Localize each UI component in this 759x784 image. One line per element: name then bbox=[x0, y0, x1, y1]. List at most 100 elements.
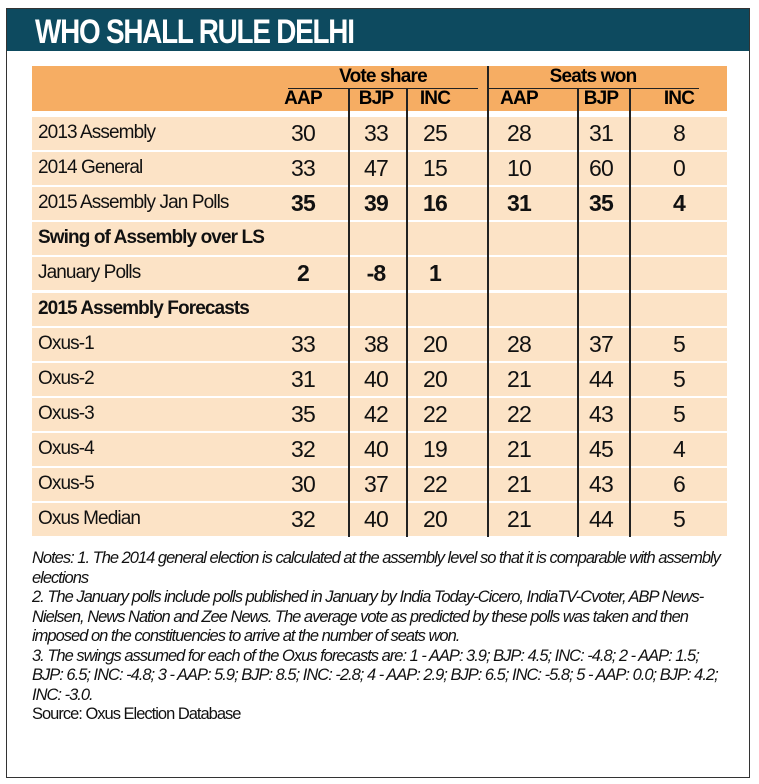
table-row: Oxus-3 35 42 22 22 43 5 bbox=[32, 397, 727, 431]
cell-value: 10 bbox=[507, 155, 532, 182]
row-label: Oxus-3 bbox=[38, 402, 95, 424]
cell-value: 37 bbox=[589, 330, 614, 357]
note-2: 2. The January polls include polls publi… bbox=[32, 588, 704, 645]
row-label: Swing of Assembly over LS bbox=[38, 227, 265, 249]
cell-value: 25 bbox=[423, 120, 448, 146]
row-label: Oxus-4 bbox=[38, 437, 95, 459]
column-header-inc: INC bbox=[663, 88, 695, 109]
cell-value: 5 bbox=[673, 330, 686, 357]
column-divider bbox=[577, 88, 579, 537]
page-title: WHO SHALL RULE DELHI bbox=[35, 13, 355, 51]
table-row: Oxus Median 32 40 20 21 44 5 bbox=[32, 503, 727, 537]
cell-value: 44 bbox=[589, 365, 614, 392]
cell-value: 5 bbox=[673, 400, 686, 427]
cell-value: 43 bbox=[589, 400, 614, 427]
cell-value: 33 bbox=[291, 330, 316, 357]
cell-value: 16 bbox=[423, 190, 448, 217]
row-label: Oxus-2 bbox=[38, 367, 95, 389]
cell-value: 47 bbox=[364, 155, 389, 182]
table-row: January Polls 2 -8 1 bbox=[32, 257, 727, 291]
row-label: 2014 General bbox=[38, 157, 143, 179]
row-label: 2015 Assembly Forecasts bbox=[38, 297, 250, 319]
cell-value: 42 bbox=[364, 400, 389, 427]
cell-value: 0 bbox=[673, 155, 686, 182]
cell-value: 8 bbox=[673, 120, 686, 146]
infographic-frame bbox=[6, 8, 750, 778]
source: Source: Oxus Election Database bbox=[32, 705, 241, 723]
table-row: Oxus-4 32 40 19 21 45 4 bbox=[32, 432, 727, 466]
row-label: January Polls bbox=[38, 262, 141, 284]
cell-value: 28 bbox=[507, 330, 532, 357]
cell-value: 22 bbox=[423, 471, 448, 497]
cell-value: 15 bbox=[423, 155, 448, 182]
cell-value: 5 bbox=[673, 506, 686, 533]
cell-value: 39 bbox=[364, 190, 389, 217]
cell-value: 33 bbox=[364, 120, 389, 146]
group-vote-share: Vote share bbox=[288, 66, 478, 89]
cell-value: 35 bbox=[589, 190, 614, 217]
cell-value: 38 bbox=[364, 330, 389, 357]
cell-value: 21 bbox=[507, 471, 532, 497]
table-row: 2015 Assembly Jan Polls 35 39 16 31 35 4 bbox=[32, 187, 727, 221]
cell-value: 30 bbox=[291, 120, 316, 146]
cell-value: -8 bbox=[366, 260, 387, 287]
cell-value: 2 bbox=[297, 260, 310, 287]
cell-value: 20 bbox=[423, 506, 448, 533]
column-header-aap: AAP bbox=[500, 88, 539, 109]
table-row: 2014 General 33 47 15 10 60 0 bbox=[32, 152, 727, 186]
table-row: Oxus-1 33 38 20 28 37 5 bbox=[32, 327, 727, 361]
cell-value: 43 bbox=[589, 471, 614, 497]
table-row: Oxus-2 31 40 20 21 44 5 bbox=[32, 362, 727, 396]
cell-value: 35 bbox=[291, 400, 316, 427]
row-label: Oxus-5 bbox=[38, 473, 95, 494]
cell-value: 35 bbox=[291, 190, 316, 217]
cell-value: 21 bbox=[507, 435, 532, 462]
table-row: 2013 Assembly 30 33 25 28 31 8 bbox=[32, 117, 727, 150]
group-seats-won: Seats won bbox=[487, 66, 699, 89]
cell-value: 40 bbox=[364, 435, 389, 462]
row-label: 2015 Assembly Jan Polls bbox=[38, 192, 229, 214]
column-divider bbox=[487, 66, 489, 537]
cell-value: 4 bbox=[673, 190, 686, 217]
column-divider bbox=[348, 88, 350, 537]
cell-value: 40 bbox=[364, 506, 389, 533]
column-divider bbox=[629, 88, 631, 537]
cell-value: 21 bbox=[507, 506, 532, 533]
cell-value: 32 bbox=[291, 435, 316, 462]
cell-value: 20 bbox=[423, 365, 448, 392]
cell-value: 19 bbox=[423, 435, 448, 462]
cell-value: 37 bbox=[364, 471, 389, 497]
cell-value: 60 bbox=[589, 155, 614, 182]
cell-value: 1 bbox=[429, 260, 442, 287]
cell-value: 21 bbox=[507, 365, 532, 392]
column-header-bjp: BJP bbox=[358, 88, 394, 109]
note-3: 3. The swings assumed for each of the Ox… bbox=[32, 646, 719, 704]
note-1: Notes: 1. The 2014 general election is c… bbox=[32, 549, 721, 587]
cell-value: 31 bbox=[507, 190, 532, 217]
cell-value: 44 bbox=[589, 506, 614, 533]
cell-value: 32 bbox=[291, 506, 316, 533]
column-header-inc: INC bbox=[419, 88, 451, 109]
cell-value: 20 bbox=[423, 330, 448, 357]
cell-value: 31 bbox=[589, 120, 614, 146]
cell-value: 31 bbox=[291, 365, 316, 392]
table-row: Oxus-5 30 37 22 21 43 6 bbox=[32, 468, 727, 501]
row-label: 2013 Assembly bbox=[38, 122, 156, 143]
title-bar: WHO SHALL RULE DELHI bbox=[7, 9, 749, 51]
cell-value: 6 bbox=[673, 471, 686, 497]
cell-value: 22 bbox=[423, 400, 448, 427]
cell-value: 45 bbox=[589, 435, 614, 462]
cell-value: 33 bbox=[291, 155, 316, 182]
column-divider bbox=[406, 88, 408, 537]
cell-value: 5 bbox=[673, 365, 686, 392]
cell-value: 28 bbox=[507, 120, 532, 146]
table-row: 2015 Assembly Forecasts bbox=[32, 292, 727, 326]
cell-value: 30 bbox=[291, 471, 316, 497]
cell-value: 4 bbox=[673, 435, 686, 462]
column-header-bjp: BJP bbox=[583, 88, 619, 109]
table-row: Swing of Assembly over LS bbox=[32, 222, 727, 256]
cell-value: 40 bbox=[364, 365, 389, 392]
notes: Notes: 1. The 2014 general election is c… bbox=[32, 549, 722, 725]
cell-value: 22 bbox=[507, 400, 532, 427]
row-label: Oxus-1 bbox=[38, 332, 95, 354]
